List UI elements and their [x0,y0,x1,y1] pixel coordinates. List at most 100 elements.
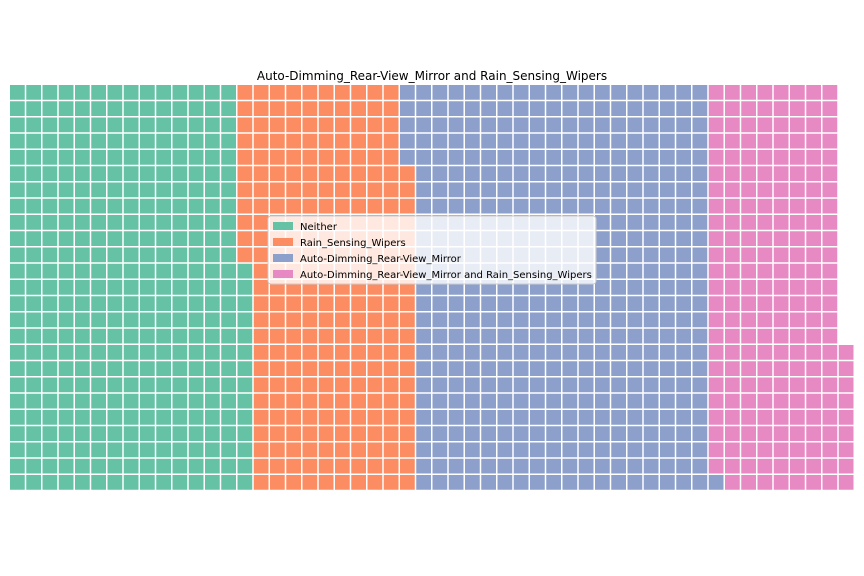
waffle-cell [660,85,675,100]
waffle-cell [578,410,594,425]
waffle-cell [26,133,41,149]
waffle-cell [26,377,41,393]
waffle-cell [286,426,301,441]
legend-swatch [273,222,293,230]
waffle-cell [188,101,204,116]
waffle-cell [692,117,708,133]
waffle-cell [806,101,821,116]
waffle-cell [302,458,318,474]
waffle-cell [107,133,123,149]
waffle-cell [497,150,513,165]
waffle-cell [156,442,171,458]
waffle-cell [741,426,756,441]
waffle-cell [725,117,740,133]
waffle-cell [123,231,139,246]
waffle-cell [790,198,805,214]
waffle-cell [497,442,513,458]
legend-swatch [273,238,293,246]
waffle-cell [400,182,415,198]
waffle-cell [660,458,675,474]
waffle-cell [676,377,691,393]
waffle-cell [611,410,626,425]
waffle-cell [10,410,25,425]
waffle-cell [156,85,171,100]
waffle-cell [660,133,675,149]
waffle-cell [188,458,204,474]
waffle-cell [790,410,805,425]
waffle-cell [627,117,643,133]
waffle-cell [221,166,236,181]
waffle-cell [481,133,496,149]
waffle-cell [822,150,838,165]
waffle-cell [156,117,171,133]
waffle-cell [611,133,626,149]
waffle-cell [676,182,691,198]
waffle-cell [367,377,383,393]
waffle-cell [10,117,25,133]
waffle-cell [416,377,431,393]
waffle-cell [741,198,756,214]
waffle-cell [773,280,789,295]
waffle-cell [286,475,301,490]
waffle-cell [237,458,253,474]
waffle-cell [660,475,675,490]
waffle-cell [26,215,41,230]
waffle-cell [643,247,659,263]
waffle-cell [302,166,318,181]
waffle-cell [383,182,399,198]
waffle-cell [578,426,594,441]
waffle-cell [790,133,805,149]
waffle-cell [432,150,448,165]
waffle-cell [123,182,139,198]
waffle-cell [806,328,821,344]
waffle-cell [107,393,123,409]
waffle-cell [741,182,756,198]
waffle-cell [578,133,594,149]
waffle-cell [400,458,415,474]
waffle-cell [692,442,708,458]
waffle-cell [822,247,838,263]
waffle-cell [172,247,188,263]
waffle-cell [838,458,854,474]
waffle-cell [205,361,220,376]
waffle-cell [822,182,838,198]
waffle-cell [10,101,25,116]
waffle-cell [42,475,58,490]
waffle-cell [611,426,626,441]
waffle-cell [42,247,58,263]
waffle-cell [448,377,464,393]
waffle-cell [91,247,106,263]
waffle-cell [383,361,399,376]
waffle-cell [627,215,643,230]
waffle-cell [286,117,301,133]
waffle-cell [26,85,41,100]
waffle-cell [465,150,480,165]
waffle-cell [270,296,285,311]
waffle-cell [757,442,773,458]
waffle-cell [123,377,139,393]
waffle-cell [140,458,155,474]
waffle-cell [578,198,594,214]
waffle-cell [156,101,171,116]
waffle-cell [188,133,204,149]
waffle-cell [448,312,464,328]
waffle-cell [497,133,513,149]
waffle-cell [465,117,480,133]
waffle-cell [107,215,123,230]
waffle-cell [513,133,529,149]
waffle-cell [75,410,90,425]
waffle-cell [383,345,399,360]
waffle-cell [432,377,448,393]
waffle-cell [790,361,805,376]
waffle-cell [595,377,610,393]
waffle-cell [270,166,285,181]
waffle-cell [107,361,123,376]
waffle-cell [627,263,643,279]
waffle-cell [708,328,724,344]
waffle-cell [205,150,220,165]
waffle-cell [91,166,106,181]
waffle-cell [627,133,643,149]
waffle-cell [400,328,415,344]
waffle-cell [578,182,594,198]
waffle-cell [42,85,58,100]
